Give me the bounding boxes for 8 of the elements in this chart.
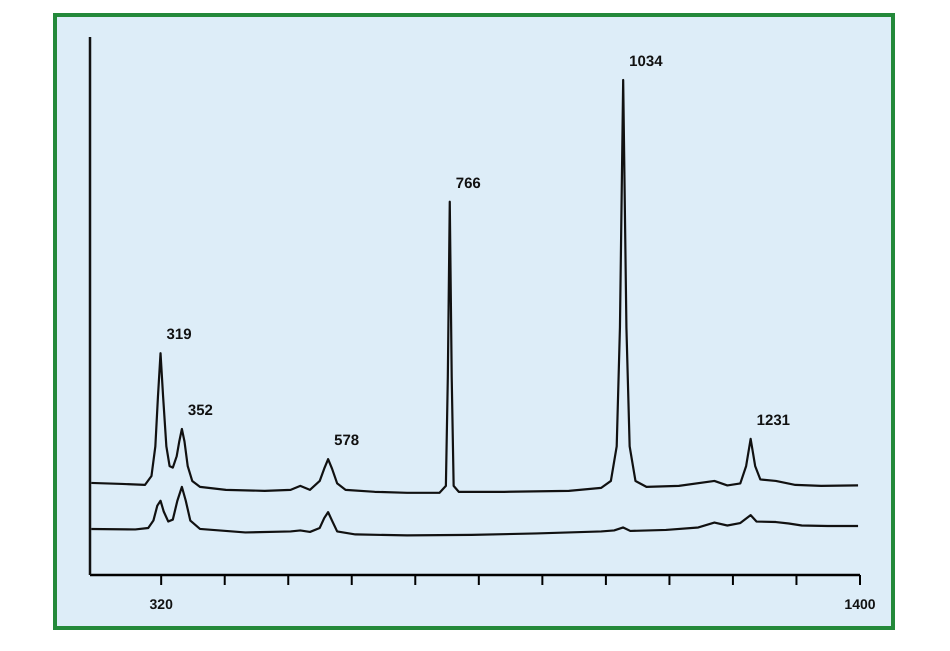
annotation: 319 (166, 326, 192, 344)
annotation: 766 (456, 174, 481, 192)
annotation: 1231 (756, 412, 790, 429)
x-tick-label: 1400 (844, 596, 876, 612)
annotation: 578 (334, 432, 360, 450)
x-tick-label: 320 (149, 596, 174, 612)
annotation: 1034 (629, 53, 664, 70)
annotation: 352 (188, 402, 213, 419)
